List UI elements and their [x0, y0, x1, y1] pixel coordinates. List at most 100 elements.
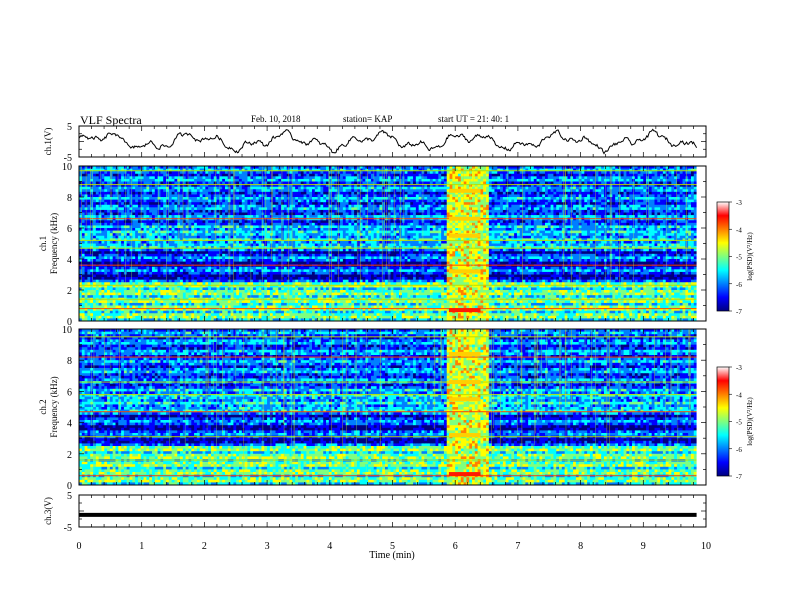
spectrogram-cell: [272, 313, 276, 317]
spectrogram-cell: [185, 269, 189, 273]
spectrogram-cell: [283, 315, 288, 319]
spectrogram-cell: [135, 233, 139, 237]
spectrogram-cell: [250, 269, 254, 273]
spectrogram-cell: [121, 308, 125, 312]
spectrogram-cell: [168, 181, 173, 185]
spectrogram-cell: [303, 189, 307, 193]
spectrogram-cell: [297, 251, 302, 255]
spectrogram-cell: [210, 168, 215, 172]
spectrogram-cell: [146, 166, 150, 169]
spectrogram-cell: [90, 248, 94, 252]
spectrogram-cell: [297, 292, 302, 296]
spectrogram-cell: [244, 181, 248, 185]
spectrogram-cell: [93, 269, 97, 273]
spectrogram-cell: [171, 253, 175, 257]
spectrogram-cell: [239, 194, 243, 198]
spectrogram-cell: [275, 313, 279, 317]
spectrogram-cell: [255, 308, 260, 312]
spectrogram-cell: [180, 204, 184, 208]
spectrogram-cell: [112, 212, 116, 216]
spectrogram-cell: [95, 176, 100, 180]
spectrogram-cell: [93, 240, 97, 244]
spectrogram-cell: [188, 199, 192, 203]
spectrogram-cell: [166, 290, 170, 293]
spectrogram-cell: [137, 184, 142, 188]
spectrogram-cell: [199, 310, 203, 314]
spectrogram-cell: [233, 310, 237, 314]
spectrogram-cell: [168, 230, 173, 234]
spectrogram-cell: [87, 302, 91, 306]
spectrogram-cell: [267, 238, 271, 242]
spectrogram-cell: [140, 240, 144, 244]
spectrogram-cell: [241, 305, 246, 309]
spectrogram-cell: [140, 279, 144, 283]
spectrogram-cell: [146, 235, 150, 239]
spectrogram-cell: [312, 173, 316, 177]
spectrogram-cell: [258, 310, 262, 314]
spectrogram-cell: [163, 313, 167, 317]
spectrogram-cell: [297, 173, 302, 177]
spectrogram-cell: [90, 173, 94, 177]
spectrogram-cell: [297, 181, 302, 185]
spectrogram-cell: [244, 171, 248, 175]
spectrogram-cell: [185, 220, 189, 224]
spectrogram-cell: [104, 256, 108, 260]
spectrogram-cell: [261, 209, 265, 213]
spectrogram-cell: [303, 248, 307, 252]
spectrogram-cell: [132, 287, 136, 291]
spectrogram-cell: [255, 246, 260, 250]
spectrogram-cell: [300, 168, 304, 172]
spectrogram-cell: [182, 176, 187, 180]
spectrogram-cell: [239, 209, 243, 213]
spectrogram-cell: [244, 287, 248, 291]
spectrogram-cell: [303, 228, 307, 231]
spectrogram-cell: [199, 292, 203, 296]
spectrogram-cell: [104, 315, 108, 319]
spectrogram-cell: [135, 305, 139, 309]
spectrogram-cell: [213, 256, 217, 260]
spectrogram-cell: [278, 310, 282, 314]
spectrogram-cell: [129, 207, 133, 211]
spectrogram-cell: [185, 202, 189, 206]
spectrogram-cell: [126, 209, 130, 213]
spectrogram-cell: [281, 230, 285, 234]
spectrogram-cell: [255, 243, 260, 247]
spectrogram-cell: [109, 184, 114, 188]
spectrogram-cell: [154, 202, 159, 206]
spectrogram-cell: [109, 300, 114, 304]
spectrogram-cell: [104, 282, 108, 286]
spectrogram-cell: [163, 248, 167, 252]
spectrogram-cell: [219, 305, 223, 309]
spectrogram-cell: [168, 284, 173, 288]
spectrogram-cell: [112, 220, 116, 224]
spectrogram-cell: [84, 292, 88, 296]
spectrogram-cell: [278, 212, 282, 216]
spectrogram-cell: [247, 173, 251, 177]
spectrogram-cell: [255, 202, 260, 206]
spectrogram-cell: [224, 282, 229, 286]
spectrogram-cell: [255, 292, 260, 296]
spectrogram-cell: [95, 259, 100, 262]
spectrogram-cell: [149, 176, 153, 180]
spectrogram-cell: [222, 271, 226, 275]
spectrogram-cell: [185, 181, 189, 185]
spectrogram-cell: [250, 308, 254, 312]
spectrogram-cell: [174, 266, 178, 270]
spectrogram-cell: [140, 271, 144, 275]
spectrogram-cell: [171, 261, 175, 265]
spectrogram-cell: [188, 300, 192, 304]
spectrogram-cell: [283, 199, 288, 203]
spectrogram-cell: [309, 300, 313, 304]
spectrogram-cell: [87, 269, 91, 273]
spectrogram-cell: [98, 233, 102, 237]
spectrogram-cell: [272, 266, 276, 270]
spectrogram-cell: [137, 194, 142, 198]
spectrogram-cell: [118, 233, 122, 237]
spectrogram-cell: [118, 199, 122, 203]
spectrogram-cell: [236, 212, 240, 216]
spectrogram-cell: [107, 238, 111, 242]
spectrogram-cell: [213, 318, 217, 322]
spectrogram-cell: [253, 248, 257, 252]
spectrogram-cell: [297, 274, 302, 278]
